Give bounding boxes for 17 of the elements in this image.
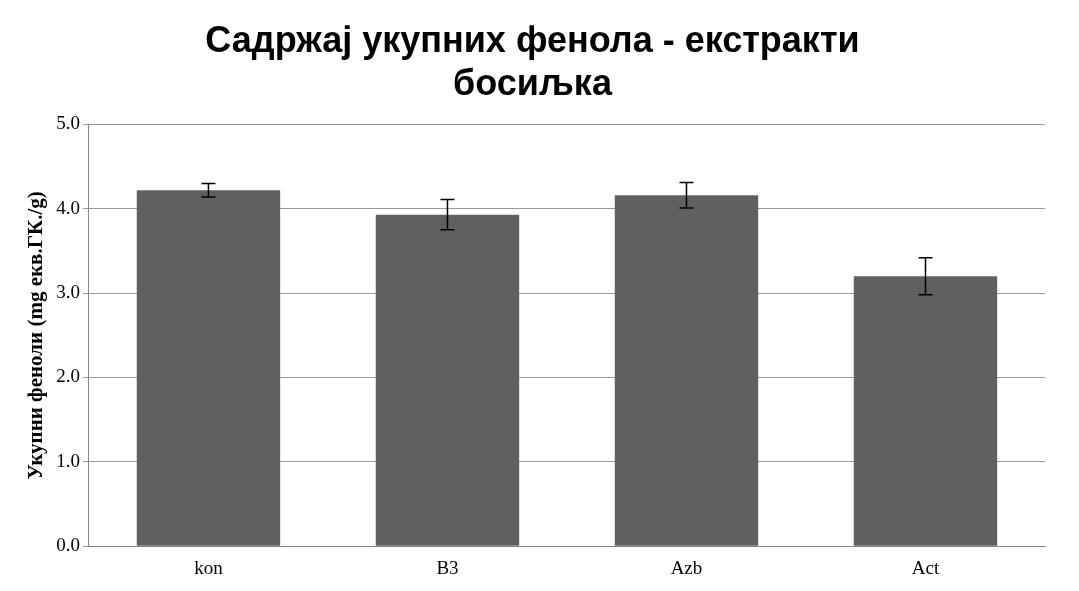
y-tick-label: 3.0 — [56, 281, 80, 303]
bar — [136, 190, 281, 546]
bar — [853, 276, 998, 546]
y-tick-label: 1.0 — [56, 449, 80, 471]
x-tick-label: kon — [194, 556, 224, 578]
y-axis-title: Укупни феноли (mg екв.ГК./g) — [23, 191, 48, 480]
text: босиљка — [453, 61, 612, 103]
y-tick-label: 4.0 — [56, 196, 80, 218]
bar — [375, 214, 520, 546]
bar — [614, 195, 759, 546]
y-tick-label: 2.0 — [56, 365, 80, 387]
x-tick-label: B3 — [436, 556, 459, 578]
y-tick-label: 5.0 — [56, 112, 80, 134]
x-tick-label: Azb — [670, 556, 703, 578]
y-tick-label: 0.0 — [56, 534, 80, 556]
text: Садржај укупних фенола - екстракти — [205, 18, 860, 60]
x-tick-label: Act — [911, 556, 940, 578]
